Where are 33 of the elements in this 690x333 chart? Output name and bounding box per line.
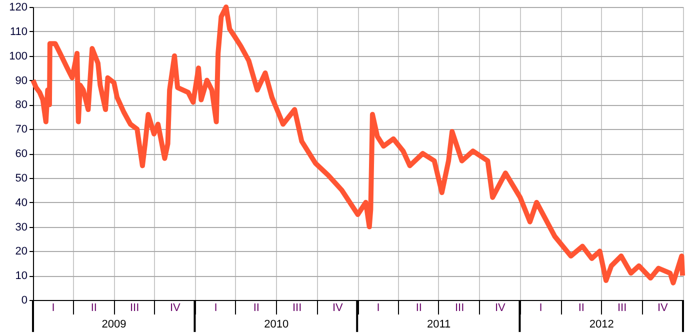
x-tick-label: 2009 (102, 318, 126, 330)
text: IV (494, 302, 506, 314)
y-tick-label: 70 (15, 124, 28, 136)
y-tick-label: 120 (9, 2, 28, 14)
text: II (578, 302, 584, 314)
x-tick-label: 2011 (426, 318, 451, 330)
text: I (376, 302, 380, 314)
text: III (617, 302, 627, 314)
y-tick-label: 10 (15, 270, 28, 282)
text: III (130, 302, 140, 314)
text: II (253, 302, 260, 314)
y-tick-label: 100 (9, 50, 28, 62)
text: III (454, 302, 464, 314)
text: II (90, 302, 97, 314)
text: I (539, 302, 542, 314)
text: IV (170, 302, 182, 314)
text: II (416, 302, 422, 314)
text: IV (332, 302, 344, 314)
y-tick-label: 40 (15, 196, 28, 209)
text: I (214, 302, 218, 314)
text: IV (657, 302, 669, 314)
y-tick-label: 80 (15, 99, 28, 112)
text: III (292, 302, 302, 314)
y-tick-label: 0 (21, 294, 28, 306)
y-tick-label: 20 (15, 246, 28, 258)
y-tick-label: 30 (15, 221, 28, 234)
text: I (52, 302, 55, 314)
x-tick-label: 2012 (589, 318, 614, 330)
x-tick-label: 2010 (264, 318, 289, 330)
y-tick-label: 90 (15, 74, 28, 87)
y-tick-label: 60 (15, 148, 28, 160)
y-tick-label: 50 (15, 172, 28, 184)
y-tick-label: 110 (10, 26, 28, 38)
